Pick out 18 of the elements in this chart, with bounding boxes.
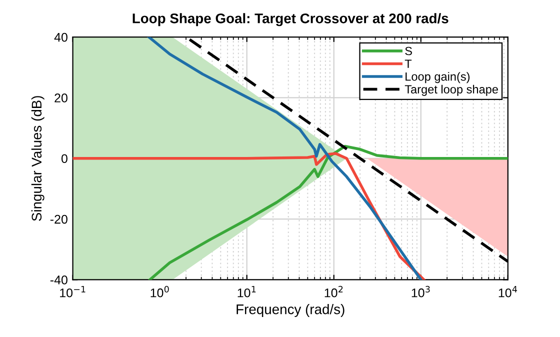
legend-label: Target loop shape (404, 84, 498, 96)
x-tick-label: 10$^{2}$ (324, 286, 343, 298)
chart-title: Loop Shape Goal: Target Crossover at 200 rad/s (132, 13, 448, 26)
y-axis-title: Singular Values (dB) (31, 96, 44, 221)
x-tick-label: 10$^{−1}$ (60, 286, 86, 298)
x-tick-label: 10$^{4}$ (498, 286, 518, 298)
x-tick-label: 10$^{3}$ (412, 286, 430, 298)
y-tick-label: 20 (54, 94, 68, 102)
legend-label: Loop gain(s) (406, 72, 470, 84)
x-tick-label: 10$^{0}$ (150, 286, 169, 298)
x-tick-label: 10$^{1}$ (238, 286, 256, 298)
y-tick-label: -40 (50, 276, 68, 284)
y-tick-label: 40 (54, 32, 68, 42)
legend-label: S (405, 46, 412, 56)
y-tick-label: 0 (61, 154, 68, 164)
legend-label: T (404, 60, 412, 68)
x-axis-title: Frequency (rad/s) (236, 304, 344, 317)
y-tick-label: -20 (50, 214, 68, 224)
